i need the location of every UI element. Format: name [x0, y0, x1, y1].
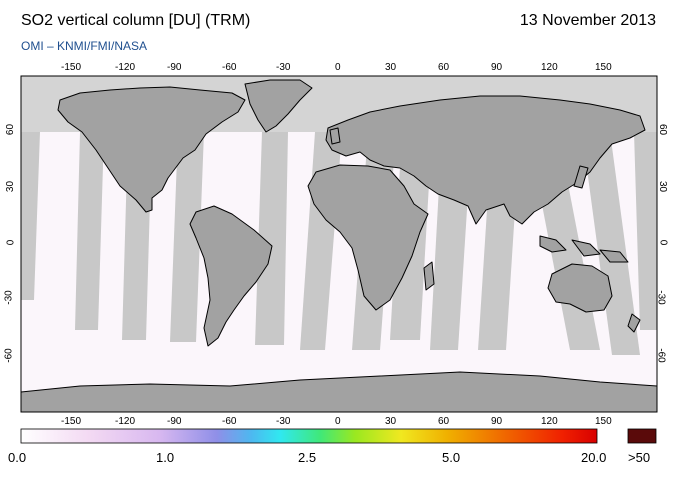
lon-tick-top: 30	[385, 62, 397, 73]
colorbar-label: 0.0	[8, 450, 27, 465]
lat-tick-left: 60	[5, 123, 17, 136]
lon-tick-bottom: 0	[335, 416, 341, 427]
lon-tick-top: -120	[115, 62, 136, 73]
colorbar-label: 5.0	[442, 450, 461, 465]
colorbar-label: 1.0	[156, 450, 175, 465]
lon-tick-bottom: 150	[595, 416, 612, 427]
lon-tick-bottom: -30	[276, 416, 291, 427]
lon-tick-bottom: 90	[491, 416, 503, 427]
lon-tick-top: 90	[491, 62, 503, 73]
lon-tick-bottom: -60	[222, 416, 237, 427]
lon-tick-top: 60	[438, 62, 450, 73]
lat-tick-left: -60	[3, 348, 15, 363]
colorbar-label: 2.5	[298, 450, 317, 465]
lon-tick-bottom: 60	[438, 416, 450, 427]
lon-tick-bottom: -120	[115, 416, 136, 427]
continents	[21, 79, 657, 412]
colorbar	[20, 428, 598, 444]
lon-tick-top: 0	[335, 62, 341, 73]
lon-tick-top: 120	[541, 62, 558, 73]
colorbar-overflow-label: >50	[628, 450, 651, 465]
lat-tick-left: 0	[5, 239, 17, 246]
colorbar-overflow-box	[627, 428, 657, 444]
lat-tick-right: 30	[657, 180, 669, 193]
lon-tick-bottom: -150	[61, 416, 82, 427]
lon-tick-top: -90	[167, 62, 182, 73]
map-title: SO2 vertical column [DU] (TRM)	[21, 12, 251, 29]
map-credit: OMI – KNMI/FMI/NASA	[21, 39, 148, 53]
lat-tick-right: -60	[655, 348, 667, 363]
lon-tick-top: -30	[276, 62, 291, 73]
map-frame	[20, 75, 658, 413]
lat-tick-left: 30	[5, 180, 17, 193]
lon-tick-bottom: -90	[167, 416, 182, 427]
lat-tick-right: -30	[655, 290, 667, 305]
lat-tick-right: 60	[657, 123, 669, 136]
lon-tick-bottom: 30	[385, 416, 397, 427]
lon-tick-top: -60	[222, 62, 237, 73]
colorbar-label: 20.0	[581, 450, 607, 465]
lat-tick-left: -30	[3, 290, 15, 305]
lat-tick-right: 0	[657, 239, 669, 246]
map-date: 13 November 2013	[519, 12, 656, 29]
lon-tick-top: 150	[595, 62, 612, 73]
lon-tick-bottom: 120	[541, 416, 558, 427]
lon-tick-top: -150	[61, 62, 82, 73]
